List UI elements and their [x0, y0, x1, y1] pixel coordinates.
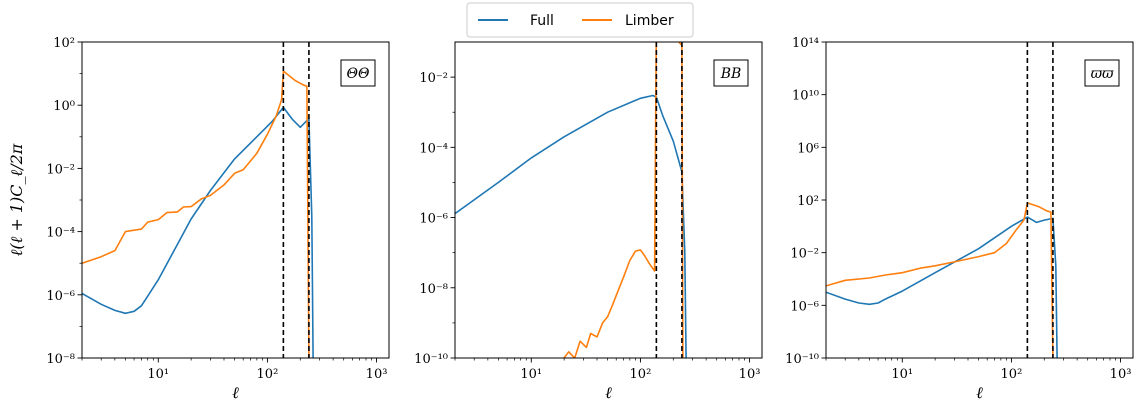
x-tick-label: 10³: [1110, 367, 1132, 382]
y-tick-label: 10⁻²: [419, 71, 448, 86]
x-tick-label: 10²: [630, 367, 652, 382]
y-axis-label: ℓ(ℓ + 1)C_ℓ/2π: [7, 143, 26, 256]
series-full-line: [826, 216, 1058, 358]
y-tick-label: 10⁻²: [790, 247, 819, 262]
x-tick-label: 10¹: [520, 367, 542, 382]
panel-tag-label: ϖϖ: [1091, 66, 1114, 82]
y-tick-label: 10⁶: [797, 141, 819, 156]
y-tick-label: 10⁻⁶: [790, 299, 819, 314]
plot-area: [82, 42, 314, 358]
legend: Full Limber: [466, 2, 694, 38]
x-tick-label: 10¹: [147, 367, 169, 382]
x-axis-label: ℓ: [605, 383, 612, 402]
panel-1: 10¹ 10² 10³ 10⁻⁸ 10⁻⁶ 10⁻⁴ 10⁻² 10⁰ 10² ℓ ΘΘ: [46, 36, 390, 402]
legend-box: [466, 2, 694, 38]
plot-area: [826, 42, 1058, 358]
y-tick-label: 10¹⁴: [792, 36, 819, 51]
y-tick-label: 10⁻⁴: [419, 141, 448, 156]
y-tick-label: 10⁻²: [46, 162, 75, 177]
y-tick-label: 10⁻⁸: [46, 352, 75, 367]
y-tick-label: 10⁻¹⁰: [414, 352, 448, 367]
plot-area: [455, 42, 687, 358]
panel-tag-label: ΘΘ: [347, 66, 370, 82]
y-tick-label: 10¹⁰: [792, 89, 819, 104]
y-tick-label: 10²: [797, 194, 819, 209]
legend-limber-label: Limber: [625, 13, 674, 29]
x-tick-label: 10²: [257, 367, 279, 382]
panel-tag-box: [1084, 59, 1120, 87]
series-full-line: [455, 94, 687, 358]
series-limber-line: [82, 70, 310, 358]
series-limber-line: [563, 42, 684, 358]
axes-frame: [81, 41, 390, 359]
series-full-line: [82, 106, 314, 358]
panel-tag-label: BB: [720, 66, 742, 82]
x-tick-label: 10³: [366, 367, 388, 382]
panel-tag-box: [340, 59, 376, 87]
y-tick-label: 10⁻⁸: [419, 282, 448, 297]
series-limber-line: [826, 202, 1054, 358]
y-tick-label: 10⁰: [53, 99, 75, 114]
x-tick-label: 10²: [1001, 367, 1023, 382]
y-tick-label: 10⁻⁶: [419, 212, 448, 227]
x-axis-label: ℓ: [232, 383, 239, 402]
panel-3: 10¹ 10² 10³ 10⁻¹⁰ 10⁻⁶ 10⁻² 10² 10⁶ 10¹⁰ 10¹⁴ ℓ ϖϖ: [785, 36, 1134, 402]
panel-2: 10¹ 10² 10³ 10⁻¹⁰ 10⁻⁸ 10⁻⁶ 10⁻⁴ 10⁻² ℓ BB: [414, 41, 763, 402]
x-tick-label: 10³: [739, 367, 761, 382]
x-tick-label: 10¹: [891, 367, 913, 382]
y-tick-label: 10⁻⁴: [46, 226, 75, 241]
axes-frame: [825, 41, 1134, 359]
y-tick-label: 10⁻⁶: [46, 289, 75, 304]
panel-tag-box: [713, 59, 749, 87]
y-axis-title: ℓ(ℓ + 1)C_ℓ/2π: [7, 143, 26, 256]
panels: 10¹ 10² 10³ 10⁻⁸ 10⁻⁶ 10⁻⁴ 10⁻² 10⁰ 10² ℓ ΘΘ 10¹ 10²…: [46, 36, 1134, 402]
x-axis-label: ℓ: [976, 383, 983, 402]
legend-full-label: Full: [530, 13, 554, 29]
axes-frame: [454, 41, 763, 359]
y-tick-label: 10²: [53, 36, 75, 51]
y-tick-label: 10⁻¹⁰: [785, 352, 819, 367]
